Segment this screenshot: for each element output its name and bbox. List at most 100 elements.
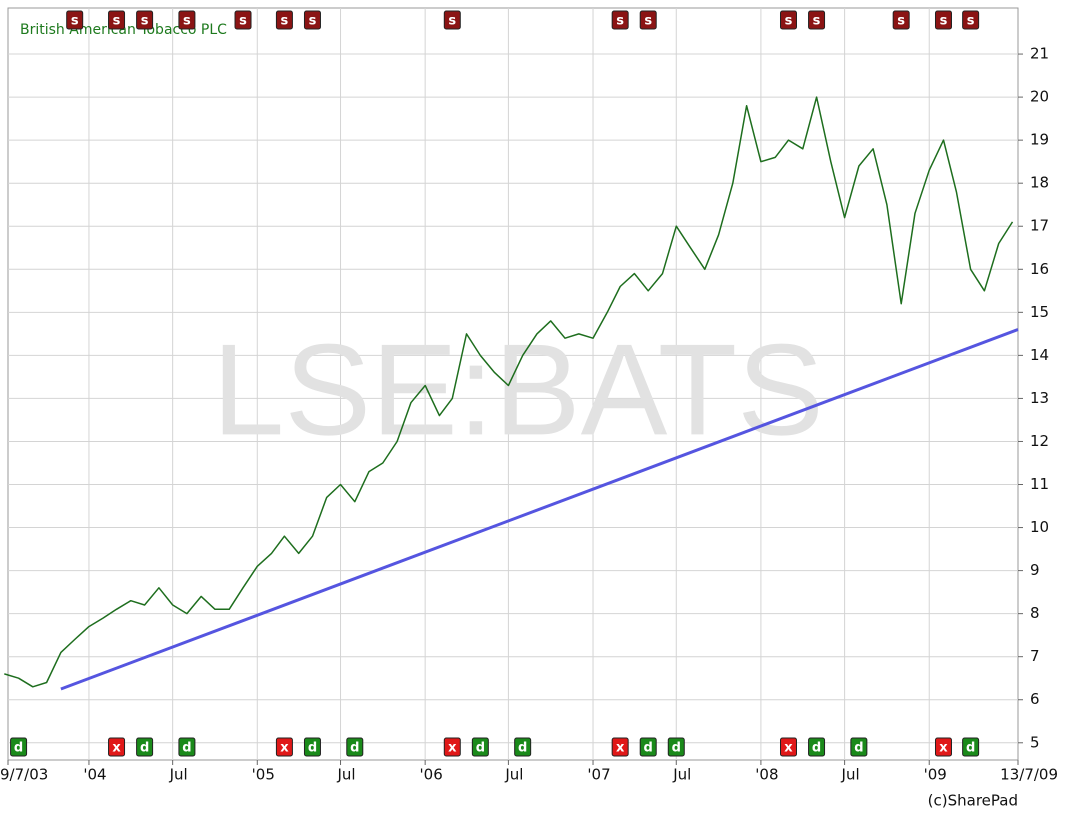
event-box xyxy=(779,737,797,757)
event-box xyxy=(850,737,868,757)
event-marker: d xyxy=(346,737,364,757)
event-label: x xyxy=(939,741,948,756)
event-label: s xyxy=(616,14,624,29)
grid xyxy=(8,8,1018,760)
event-label: d xyxy=(644,741,653,756)
event-box xyxy=(892,10,910,30)
event-marker: d xyxy=(962,737,980,757)
event-label: d xyxy=(182,741,191,756)
event-box xyxy=(934,10,952,30)
x-tick-label: Jul xyxy=(169,766,188,784)
event-label: x xyxy=(112,741,121,756)
event-box xyxy=(779,10,797,30)
x-tick-label: '05 xyxy=(252,766,275,784)
event-marker: x xyxy=(108,737,126,757)
event-box xyxy=(443,10,461,30)
x-tick-label: '09 xyxy=(924,766,947,784)
event-marker: s xyxy=(639,10,657,30)
y-tick-label: 14 xyxy=(1030,346,1049,364)
events: s s s s s s s s s s s s s s s x x x x x x d d d d d d d d d d d d xyxy=(10,10,980,757)
event-box xyxy=(808,737,826,757)
y-tick-label: 18 xyxy=(1030,174,1049,192)
event-marker: d xyxy=(136,737,154,757)
event-box xyxy=(962,10,980,30)
event-label: s xyxy=(183,14,191,29)
event-label: d xyxy=(14,741,23,756)
event-label: d xyxy=(350,741,359,756)
event-box xyxy=(443,737,461,757)
event-marker: s xyxy=(808,10,826,30)
event-marker: d xyxy=(808,737,826,757)
event-marker: s xyxy=(443,10,461,30)
y-tick-label: 21 xyxy=(1030,45,1049,63)
event-box xyxy=(178,10,196,30)
y-tick-label: 5 xyxy=(1030,733,1040,751)
event-label: s xyxy=(813,14,821,29)
x-tick-label: Jul xyxy=(504,766,523,784)
watermark: LSE:BATS xyxy=(212,316,824,462)
event-label: s xyxy=(141,14,149,29)
y-tick-label: 15 xyxy=(1030,303,1049,321)
y-tick-label: 13 xyxy=(1030,389,1049,407)
event-label: s xyxy=(71,14,79,29)
event-label: s xyxy=(309,14,317,29)
event-box xyxy=(136,737,154,757)
event-box xyxy=(808,10,826,30)
event-label: s xyxy=(239,14,247,29)
event-marker: s xyxy=(303,10,321,30)
event-marker: s xyxy=(108,10,126,30)
event-label: s xyxy=(448,14,456,29)
event-box xyxy=(667,737,685,757)
event-box xyxy=(639,10,657,30)
event-label: s xyxy=(785,14,793,29)
event-marker: x xyxy=(779,737,797,757)
y-tick-label: 19 xyxy=(1030,131,1049,149)
event-box xyxy=(136,10,154,30)
event-marker: d xyxy=(471,737,489,757)
event-box xyxy=(639,737,657,757)
event-marker: x xyxy=(275,737,293,757)
event-label: s xyxy=(967,14,975,29)
event-label: d xyxy=(140,741,149,756)
y-tick-label: 11 xyxy=(1030,475,1049,493)
y-tick-label: 16 xyxy=(1030,260,1049,278)
y-tick-label: 17 xyxy=(1030,217,1049,235)
y-tick-label: 12 xyxy=(1030,432,1049,450)
x-tick-label: '06 xyxy=(420,766,443,784)
footer: (c)SharePad xyxy=(928,792,1018,810)
event-box xyxy=(303,737,321,757)
event-label: d xyxy=(518,741,527,756)
event-box xyxy=(66,10,84,30)
event-label: s xyxy=(940,14,948,29)
event-label: s xyxy=(644,14,652,29)
event-marker: d xyxy=(303,737,321,757)
event-marker: d xyxy=(178,737,196,757)
event-box xyxy=(611,10,629,30)
event-box xyxy=(275,10,293,30)
event-label: x xyxy=(280,741,289,756)
event-box xyxy=(514,737,532,757)
event-box xyxy=(10,737,28,757)
event-label: d xyxy=(854,741,863,756)
event-marker: d xyxy=(639,737,657,757)
event-marker: s xyxy=(962,10,980,30)
event-marker: s xyxy=(892,10,910,30)
event-marker: s xyxy=(779,10,797,30)
event-label: d xyxy=(966,741,975,756)
event-marker: s xyxy=(66,10,84,30)
event-label: x xyxy=(616,741,625,756)
x-tick-label: Jul xyxy=(841,766,860,784)
event-label: s xyxy=(897,14,905,29)
event-label: x xyxy=(448,741,457,756)
y-tick-label: 9 xyxy=(1030,561,1040,579)
x-tick-label: Jul xyxy=(672,766,691,784)
lines xyxy=(4,96,1019,691)
y-tick-label: 20 xyxy=(1030,88,1049,106)
plot-area xyxy=(7,7,1019,761)
event-marker: s xyxy=(234,10,252,30)
y-tick-label: 6 xyxy=(1030,690,1040,708)
event-box xyxy=(303,10,321,30)
event-marker: s xyxy=(178,10,196,30)
y-tick-label: 7 xyxy=(1030,647,1040,665)
series-line xyxy=(60,328,1019,691)
